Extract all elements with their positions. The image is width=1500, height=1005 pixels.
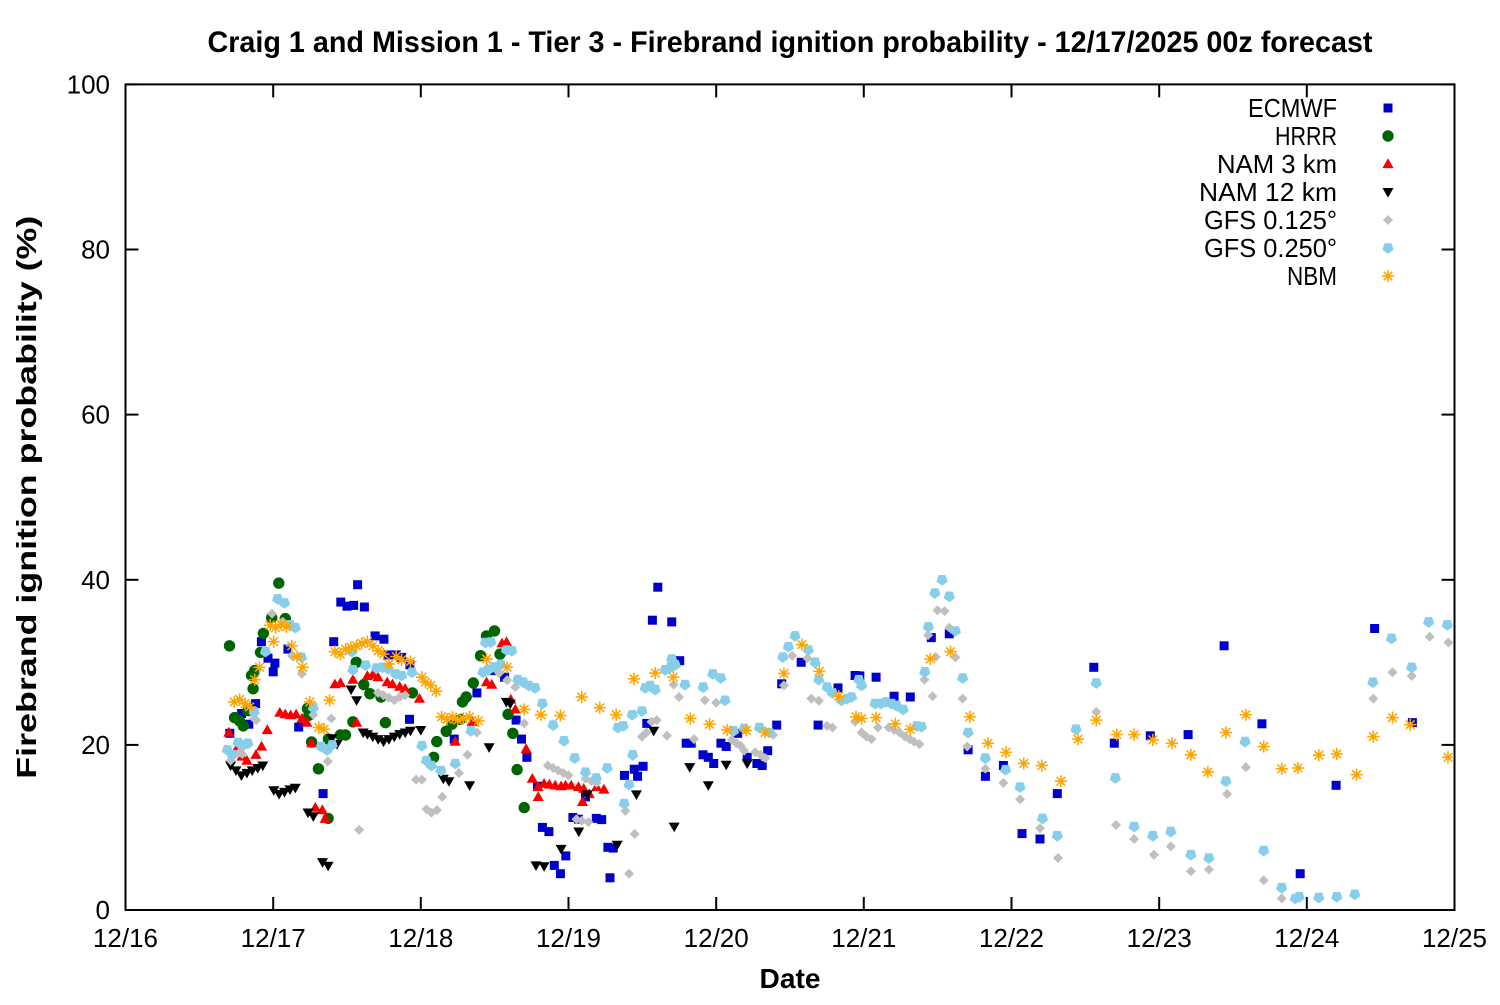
svg-text:HRRR: HRRR (1275, 121, 1337, 151)
svg-text:12/24: 12/24 (1274, 923, 1339, 953)
svg-text:0: 0 (96, 895, 110, 925)
svg-text:40: 40 (81, 565, 110, 595)
svg-text:Date: Date (760, 963, 821, 994)
svg-text:12/25: 12/25 (1422, 923, 1487, 953)
svg-text:12/19: 12/19 (536, 923, 601, 953)
svg-text:GFS 0.125°: GFS 0.125° (1204, 205, 1337, 235)
svg-text:20: 20 (81, 730, 110, 760)
svg-text:100: 100 (67, 69, 110, 99)
svg-text:NAM 12 km: NAM 12 km (1199, 177, 1337, 207)
svg-text:12/17: 12/17 (241, 923, 306, 953)
svg-text:12/22: 12/22 (979, 923, 1044, 953)
svg-text:GFS 0.250°: GFS 0.250° (1204, 233, 1337, 263)
svg-text:80: 80 (81, 235, 110, 265)
svg-text:ECMWF: ECMWF (1248, 93, 1337, 123)
svg-text:12/20: 12/20 (684, 923, 749, 953)
svg-text:12/16: 12/16 (93, 923, 158, 953)
svg-text:Firebrand ignition probability: Firebrand ignition probability (%) (11, 216, 42, 779)
svg-text:Craig 1 and Mission 1 - Tier 3: Craig 1 and Mission 1 - Tier 3 - Firebra… (208, 26, 1373, 59)
svg-text:12/21: 12/21 (831, 923, 896, 953)
svg-text:NAM 3 km: NAM 3 km (1217, 149, 1337, 179)
svg-text:12/18: 12/18 (388, 923, 453, 953)
svg-text:60: 60 (81, 400, 110, 430)
svg-text:NBM: NBM (1287, 261, 1337, 291)
svg-text:12/23: 12/23 (1127, 923, 1192, 953)
